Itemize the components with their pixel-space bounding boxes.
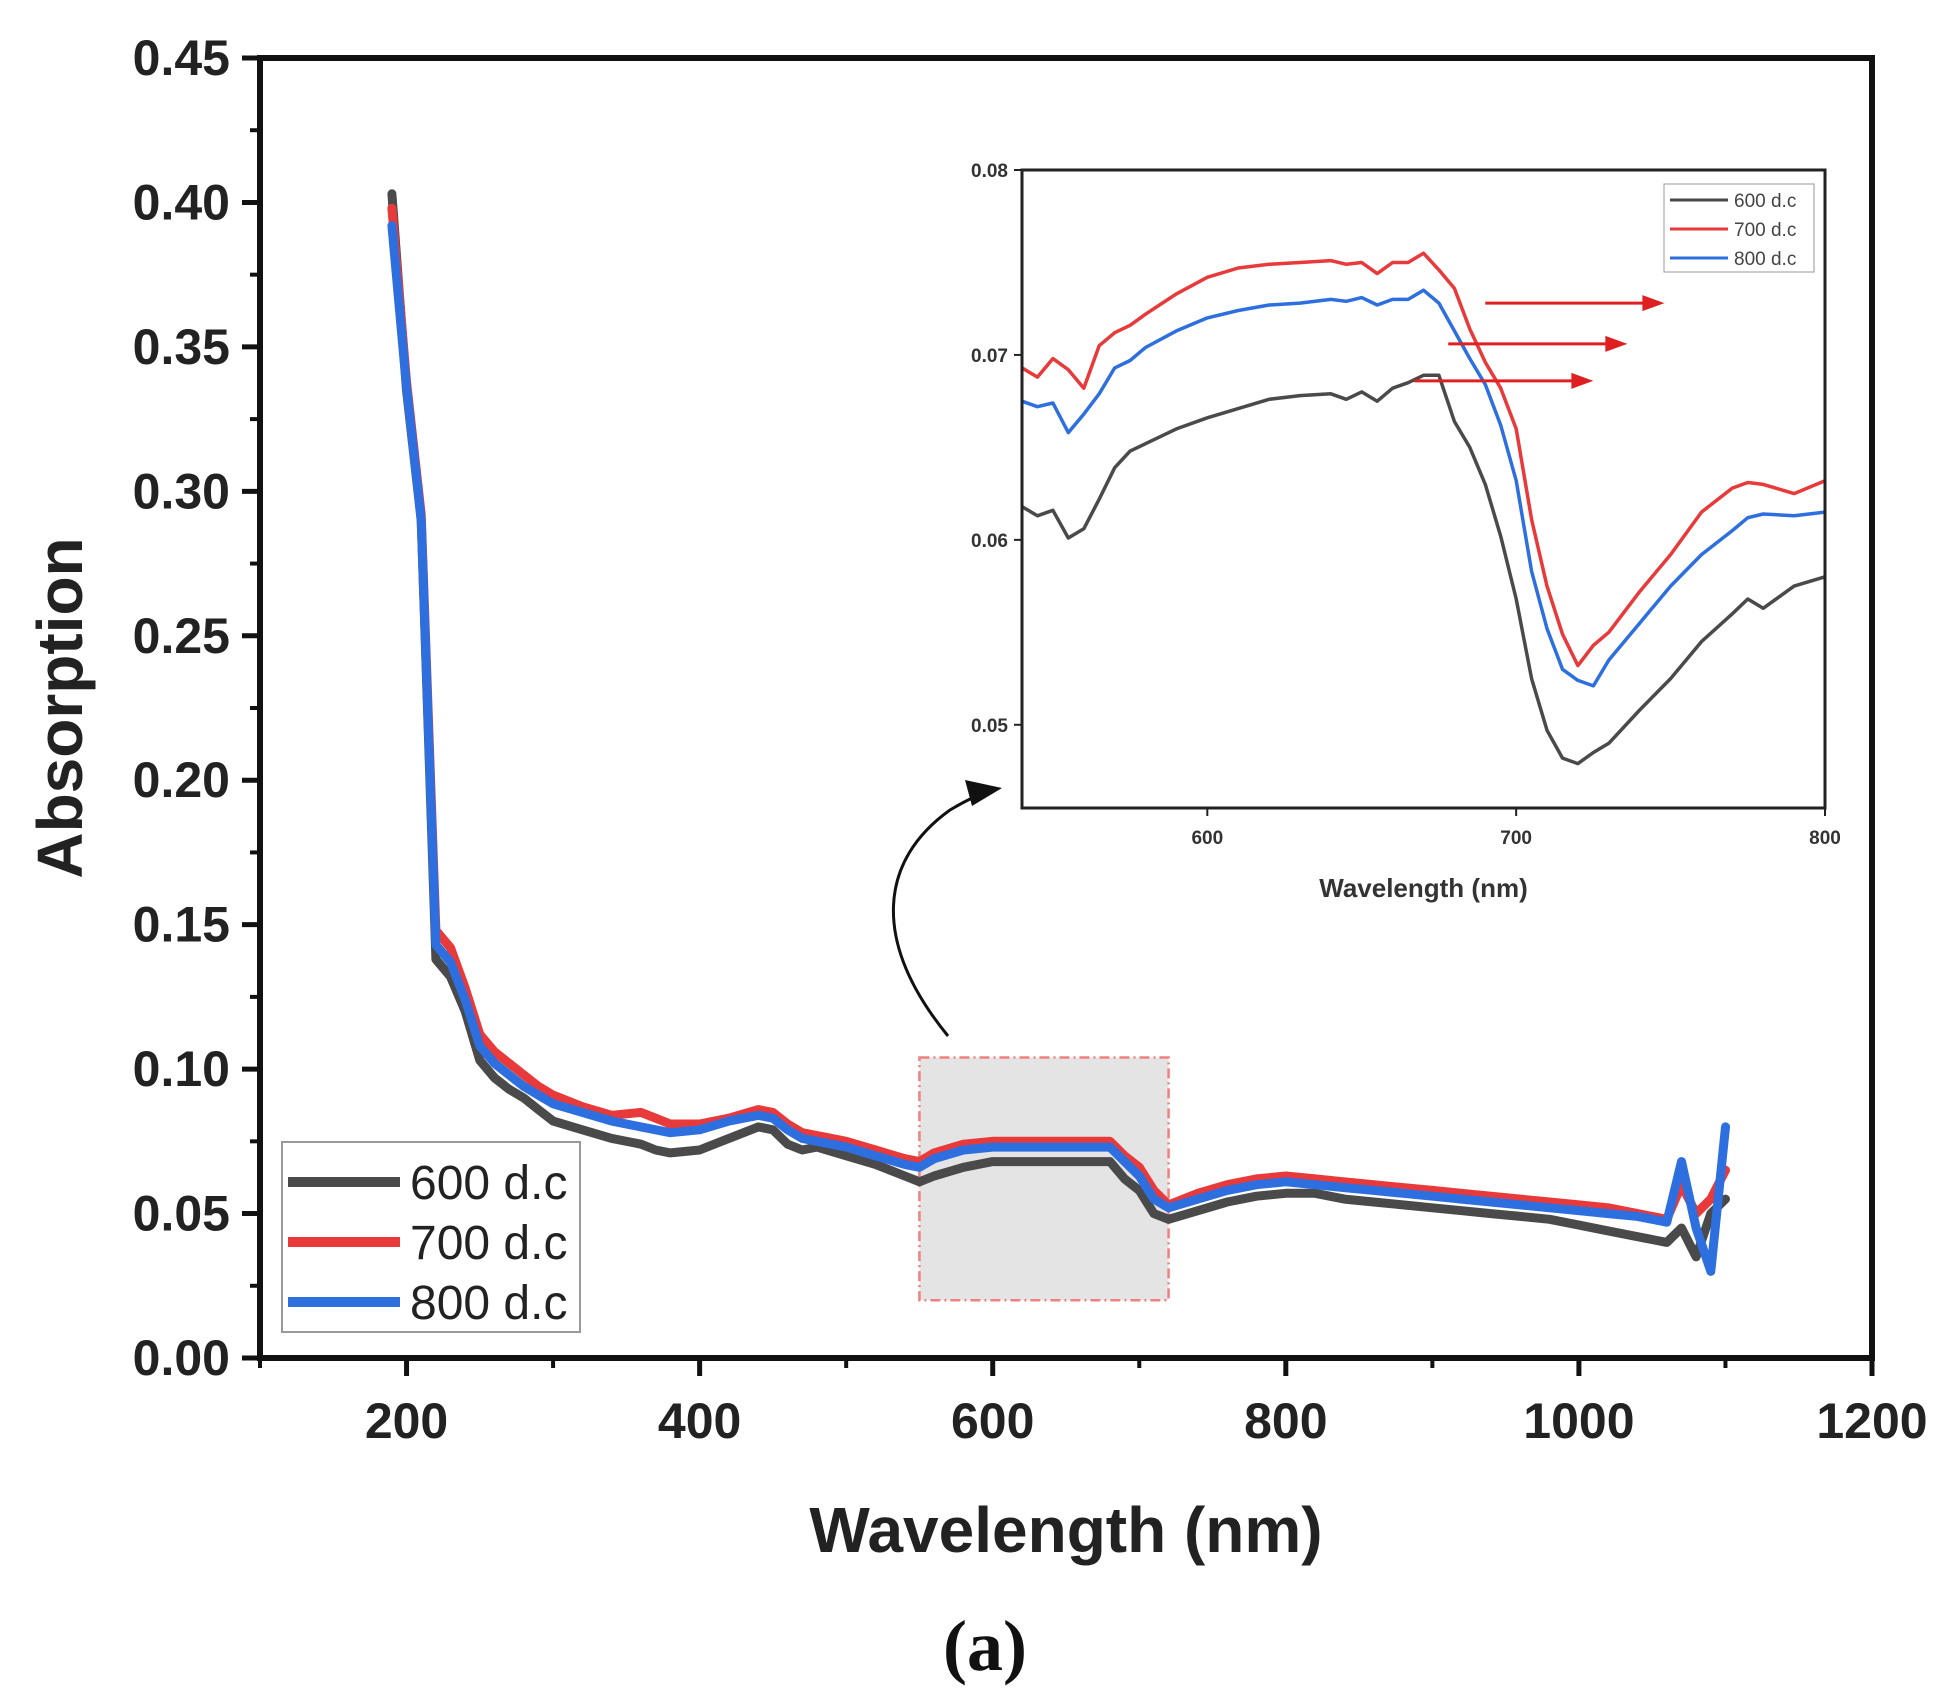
- y-tick-label: 0.40: [133, 174, 230, 230]
- shift-arrowhead-icon: [1605, 335, 1628, 352]
- inset-series-line: [1021, 373, 1826, 766]
- inset-legend-label: 800 d.c: [1734, 249, 1796, 270]
- main-series-lines: [387, 189, 1730, 1276]
- inset-legend-label: 700 d.c: [1734, 220, 1796, 241]
- y-axis-title: Absorption: [24, 537, 96, 878]
- y-tick-label: 0.20: [133, 752, 230, 808]
- x-tick-label: 1200: [1816, 1393, 1927, 1449]
- legend-label: 600 d.c: [410, 1157, 567, 1210]
- y-tick-label: 0.05: [133, 1186, 230, 1242]
- y-tick-label: 0.35: [133, 319, 230, 375]
- inset-y-tick-label: 0.06: [971, 531, 1008, 552]
- y-tick-label: 0.30: [133, 463, 230, 519]
- x-tick-label: 400: [658, 1393, 741, 1449]
- series-line: [387, 189, 1730, 1262]
- x-tick-label: 600: [951, 1393, 1034, 1449]
- inset-background: [1022, 170, 1825, 808]
- inset-tick-labels: 600 700 800 0.05 0.06 0.07 0.08: [971, 161, 1841, 849]
- inset-series-line: [1021, 288, 1826, 688]
- inset-x-tick-label: 800: [1809, 828, 1841, 849]
- legend-label: 700 d.c: [410, 1217, 567, 1270]
- inset-x-tick-label: 700: [1500, 828, 1532, 849]
- inset-series-line: [1021, 251, 1826, 668]
- inset-y-tick-label: 0.07: [971, 346, 1008, 367]
- inset-plot-frame: [1020, 168, 1827, 810]
- panel-label: (a): [943, 1606, 1027, 1686]
- main-legend: 600 d.c 700 d.c 800 d.c: [281, 1141, 581, 1333]
- inset-x-axis-title: Wavelength (nm): [1319, 873, 1527, 903]
- x-tick-label: 1000: [1523, 1393, 1634, 1449]
- main-tick-labels: 200 400 600 800 1000 1200 0.00 0.05 0.10 0.15 0.20…: [133, 30, 1928, 1449]
- y-tick-label: 0.10: [133, 1041, 230, 1097]
- shift-arrowhead-icon: [1642, 295, 1665, 312]
- inset-chart: 600 700 800 0.05 0.06 0.07 0.08 Wavelength (nm…: [971, 161, 1841, 903]
- y-tick-label: 0.25: [133, 608, 230, 664]
- x-axis-title: Wavelength (nm): [809, 1494, 1322, 1566]
- legend-label: 800 d.c: [410, 1277, 567, 1330]
- y-tick-label: 0.00: [133, 1330, 230, 1386]
- main-chart: 200 400 600 800 1000 1200 0.00 0.05 0.10 0.15 0.20…: [24, 30, 1928, 1566]
- x-tick-label: 800: [1244, 1393, 1327, 1449]
- inset-y-tick-label: 0.08: [971, 161, 1008, 182]
- inset-shift-arrows: [1414, 295, 1665, 389]
- series-line: [387, 221, 1730, 1276]
- y-tick-label: 0.15: [133, 897, 230, 953]
- shift-arrowhead-icon: [1571, 372, 1594, 389]
- inset-legend-label: 600 d.c: [1734, 191, 1796, 212]
- inset-legend: 600 d.c 700 d.c 800 d.c: [1663, 183, 1815, 273]
- y-tick-label: 0.45: [133, 30, 230, 86]
- main-plot-frame: [257, 55, 1875, 1361]
- inset-y-tick-label: 0.05: [971, 716, 1008, 737]
- inset-series-lines: [1021, 251, 1826, 766]
- inset-x-tick-label: 600: [1191, 828, 1223, 849]
- zoom-pointer-arrowhead-icon: [965, 780, 1002, 806]
- x-tick-label: 200: [365, 1393, 448, 1449]
- series-line: [387, 203, 1730, 1224]
